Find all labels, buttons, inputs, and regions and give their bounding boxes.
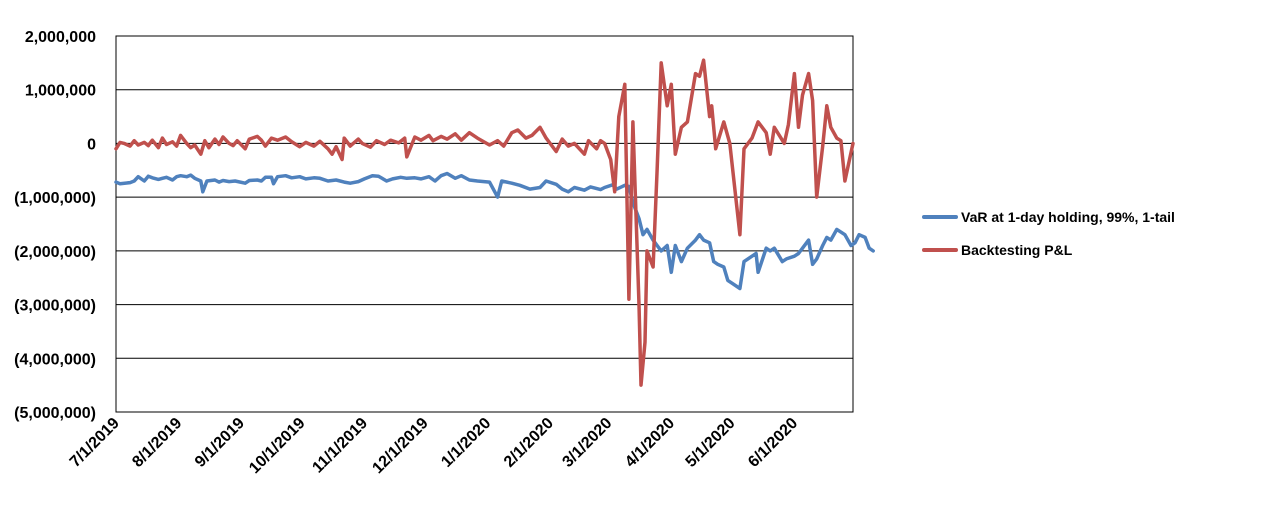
legend: VaR at 1-day holding, 99%, 1-tail Backtes…: [922, 209, 1175, 258]
y-tick-label: (3,000,000): [14, 298, 96, 315]
y-tick-label: 2,000,000: [25, 29, 96, 46]
x-tick-label: 12/1/2019: [369, 415, 431, 477]
y-tick-label: (2,000,000): [14, 244, 96, 261]
x-tick-label: 2/1/2020: [501, 415, 557, 471]
series-line-var: [114, 171, 875, 291]
x-tick-label: 10/1/2019: [246, 415, 308, 477]
y-tick-label: 0: [87, 136, 96, 153]
x-tick-label: 5/1/2020: [683, 415, 739, 471]
x-tick-label: 6/1/2020: [745, 415, 801, 471]
grid-lines: [115, 35, 854, 413]
x-tick-label: 7/1/2019: [67, 415, 123, 471]
series-line-backtesting-pl: [114, 58, 855, 387]
plot-area-border: [115, 35, 854, 413]
x-tick-label: 4/1/2020: [622, 415, 678, 471]
series-lines: [114, 58, 875, 387]
y-tick-label: (5,000,000): [14, 405, 96, 422]
x-tick-label: 9/1/2019: [192, 415, 248, 471]
x-tick-label: 11/1/2019: [309, 415, 371, 477]
y-tick-label: 1,000,000: [25, 83, 96, 100]
y-tick-label: (1,000,000): [14, 190, 96, 207]
y-tick-label: (4,000,000): [14, 351, 96, 368]
legend-label: Backtesting P&L: [961, 242, 1073, 258]
y-axis-tick-labels: 2,000,000 1,000,000 0 (1,000,000) (2,000,000…: [14, 29, 96, 422]
legend-label: VaR at 1-day holding, 99%, 1-tail: [961, 209, 1175, 225]
x-tick-label: 1/1/2020: [438, 415, 494, 471]
x-tick-label: 3/1/2020: [559, 415, 615, 471]
x-tick-label: 8/1/2019: [129, 415, 185, 471]
